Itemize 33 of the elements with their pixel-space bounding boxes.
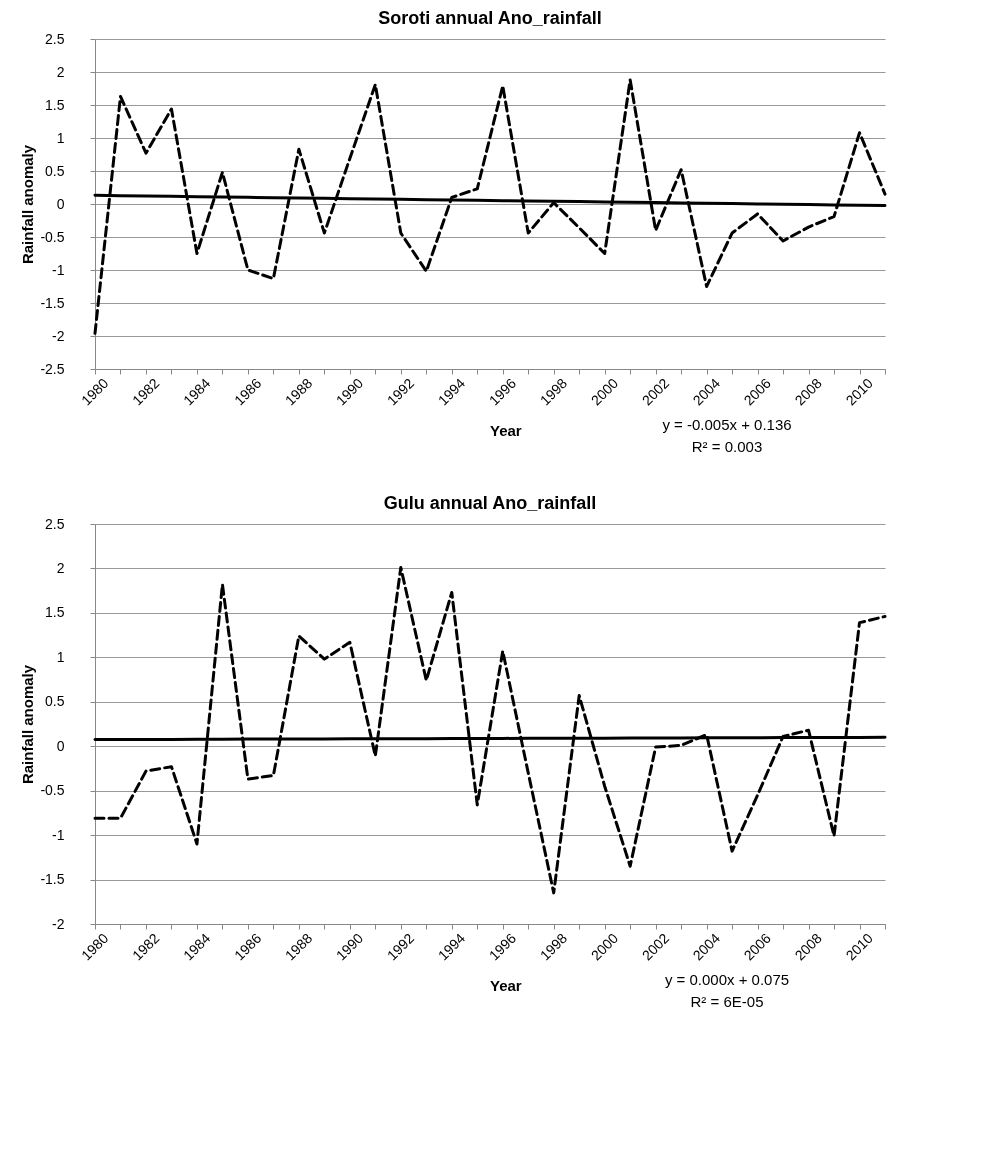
y-axis-title: Rainfall anomaly (19, 664, 37, 785)
line-series (93, 566, 887, 895)
y-tick-label: -1.5 (40, 294, 65, 311)
chart-title: Soroti annual Ano_rainfall (378, 8, 602, 28)
y-tick-label: 1.5 (45, 604, 65, 621)
text: R² = 6E-05 (690, 993, 764, 1010)
y-tick-label: -2 (52, 915, 65, 932)
y-tick-label: -1 (52, 261, 65, 278)
y-axis-title: Rainfall anomaly (19, 144, 37, 265)
y-tick-label: 1 (56, 129, 65, 146)
y-tick-label: 1 (56, 648, 65, 665)
y-tick-label: -1.5 (40, 871, 65, 888)
y-tick-label: 1.5 (45, 96, 65, 113)
y-tick-label: -1 (52, 826, 65, 843)
y-tick-label: -2.5 (40, 360, 65, 377)
text: y = 0.000x + 0.075 (664, 971, 790, 988)
text: y = -0.005x + 0.136 (662, 416, 792, 433)
line-series (93, 78, 887, 335)
y-tick-label: -2 (52, 327, 65, 344)
y-tick-label: 0 (56, 737, 65, 754)
x-axis-title: Year (489, 422, 522, 439)
y-tick-label: 0 (56, 195, 65, 212)
y-tick-label: 0.5 (45, 162, 65, 179)
y-tick-label: 2 (56, 63, 65, 80)
y-tick-label: 0.5 (45, 693, 65, 710)
y-tick-label: 2.5 (45, 30, 65, 47)
y-tick-label: -0.5 (40, 228, 65, 245)
y-tick-label: -0.5 (40, 782, 65, 799)
x-axis-title: Year (489, 977, 522, 994)
y-tick-label: 2 (56, 559, 65, 576)
chart-title: Gulu annual Ano_rainfall (383, 493, 597, 513)
text: R² = 0.003 (691, 438, 763, 455)
y-tick-label: 2.5 (45, 515, 65, 532)
